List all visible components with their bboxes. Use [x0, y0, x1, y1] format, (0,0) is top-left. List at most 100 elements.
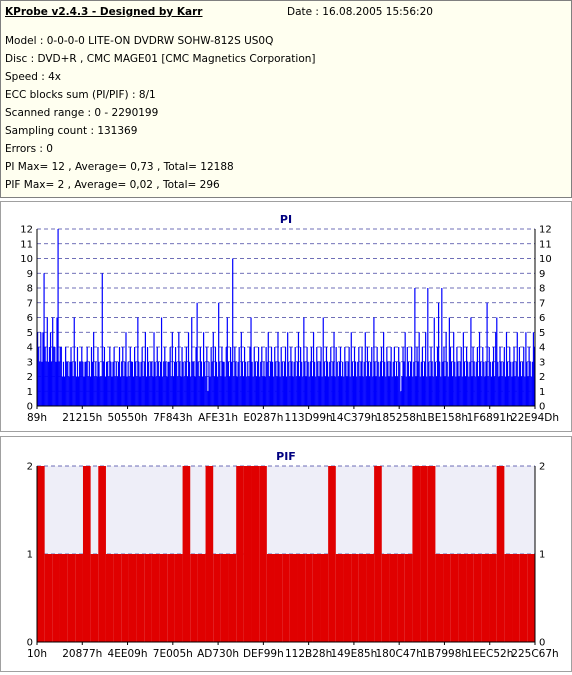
x-tick-label: 225C67h	[511, 648, 558, 660]
data-bar	[93, 332, 95, 406]
data-bar	[113, 554, 122, 642]
data-bar	[488, 347, 490, 406]
data-bar	[296, 361, 298, 406]
data-bar	[271, 361, 274, 406]
data-bar	[142, 376, 144, 406]
x-tick-label: 50550h	[108, 412, 148, 424]
data-bar	[186, 376, 189, 406]
data-bar	[289, 554, 298, 642]
data-bar	[46, 317, 48, 406]
data-bar	[137, 317, 139, 406]
data-bar	[530, 376, 532, 406]
data-bar	[513, 347, 515, 406]
data-bar	[404, 554, 413, 642]
x-tick-label: 1EEC52h	[466, 648, 513, 660]
data-bar	[242, 376, 245, 406]
data-bar	[503, 347, 505, 406]
data-bar	[251, 466, 260, 642]
data-bar	[237, 361, 239, 406]
data-bar	[297, 332, 300, 406]
data-bar	[179, 361, 181, 406]
data-bar	[94, 376, 96, 406]
data-bar	[509, 347, 511, 406]
data-bar	[417, 361, 419, 406]
data-bar	[90, 554, 99, 642]
data-bar	[248, 376, 250, 406]
data-bar	[141, 347, 143, 406]
data-bar	[464, 376, 467, 406]
data-bar	[304, 361, 306, 406]
data-bar	[394, 376, 397, 406]
data-bar	[453, 332, 455, 406]
y-tick-label-left: 6	[27, 313, 33, 324]
data-bar	[59, 347, 61, 406]
data-bar	[74, 361, 76, 406]
data-bar	[290, 347, 292, 406]
data-bar	[494, 376, 496, 406]
data-bar	[126, 376, 128, 406]
data-bar	[283, 361, 286, 406]
data-bar	[157, 361, 159, 406]
data-bar	[505, 332, 508, 406]
data-bar	[67, 361, 69, 406]
x-tick-label: 113D99h	[285, 412, 333, 424]
data-bar	[378, 376, 380, 406]
data-bar	[200, 361, 203, 406]
data-bar	[320, 554, 329, 642]
data-bar	[188, 361, 191, 406]
y-tick-label-right: 7	[539, 298, 545, 309]
data-bar	[352, 376, 355, 406]
data-bar	[389, 361, 391, 406]
data-bar	[470, 317, 472, 406]
data-bar	[434, 361, 436, 406]
data-bar	[512, 361, 514, 406]
data-bar	[257, 347, 260, 406]
pi-chart-panel: PI 0 0 1 1 2 2 3 3 4 4 5 5 6 6 7 7 8 8 9 9 10 10 11 11 12 12 89h 212…	[0, 201, 572, 432]
data-bar	[443, 347, 445, 406]
data-bar	[282, 376, 284, 406]
data-bar	[180, 376, 182, 406]
data-bar	[116, 376, 118, 406]
data-bar	[458, 376, 460, 406]
data-bar	[312, 332, 315, 406]
data-bar	[326, 361, 329, 406]
data-bar	[440, 376, 442, 406]
data-bar	[44, 554, 53, 642]
data-bar	[385, 376, 387, 406]
data-bar	[169, 347, 171, 406]
data-bar	[377, 361, 379, 406]
data-bar	[82, 361, 84, 406]
data-bar	[70, 347, 72, 406]
data-bar	[43, 273, 45, 406]
data-bar	[205, 376, 207, 406]
data-bar	[145, 376, 148, 406]
data-bar	[139, 376, 141, 406]
data-bar	[238, 347, 240, 406]
data-bar	[495, 332, 497, 406]
data-bar	[171, 332, 173, 406]
data-bar	[311, 376, 314, 406]
data-bar	[468, 376, 470, 406]
data-bar	[446, 361, 448, 406]
data-bar	[351, 361, 353, 406]
data-bar	[427, 466, 436, 642]
data-bar	[374, 466, 382, 642]
data-bar	[510, 361, 512, 406]
data-bar	[364, 332, 366, 406]
data-bar	[292, 376, 294, 406]
data-bar	[517, 376, 519, 406]
data-bar	[112, 361, 114, 406]
data-bar	[85, 361, 87, 406]
data-bar	[376, 347, 378, 406]
data-bar	[512, 554, 520, 642]
data-bar	[144, 332, 146, 406]
data-bar	[414, 288, 416, 406]
data-bar	[84, 361, 86, 406]
data-bar	[420, 466, 428, 642]
data-bar	[235, 361, 237, 406]
y-tick-label-right: 6	[539, 313, 545, 324]
x-tick-label: 1F6891h	[467, 412, 513, 424]
data-bar	[174, 347, 177, 406]
data-bar	[249, 347, 251, 406]
data-bar	[224, 376, 226, 406]
